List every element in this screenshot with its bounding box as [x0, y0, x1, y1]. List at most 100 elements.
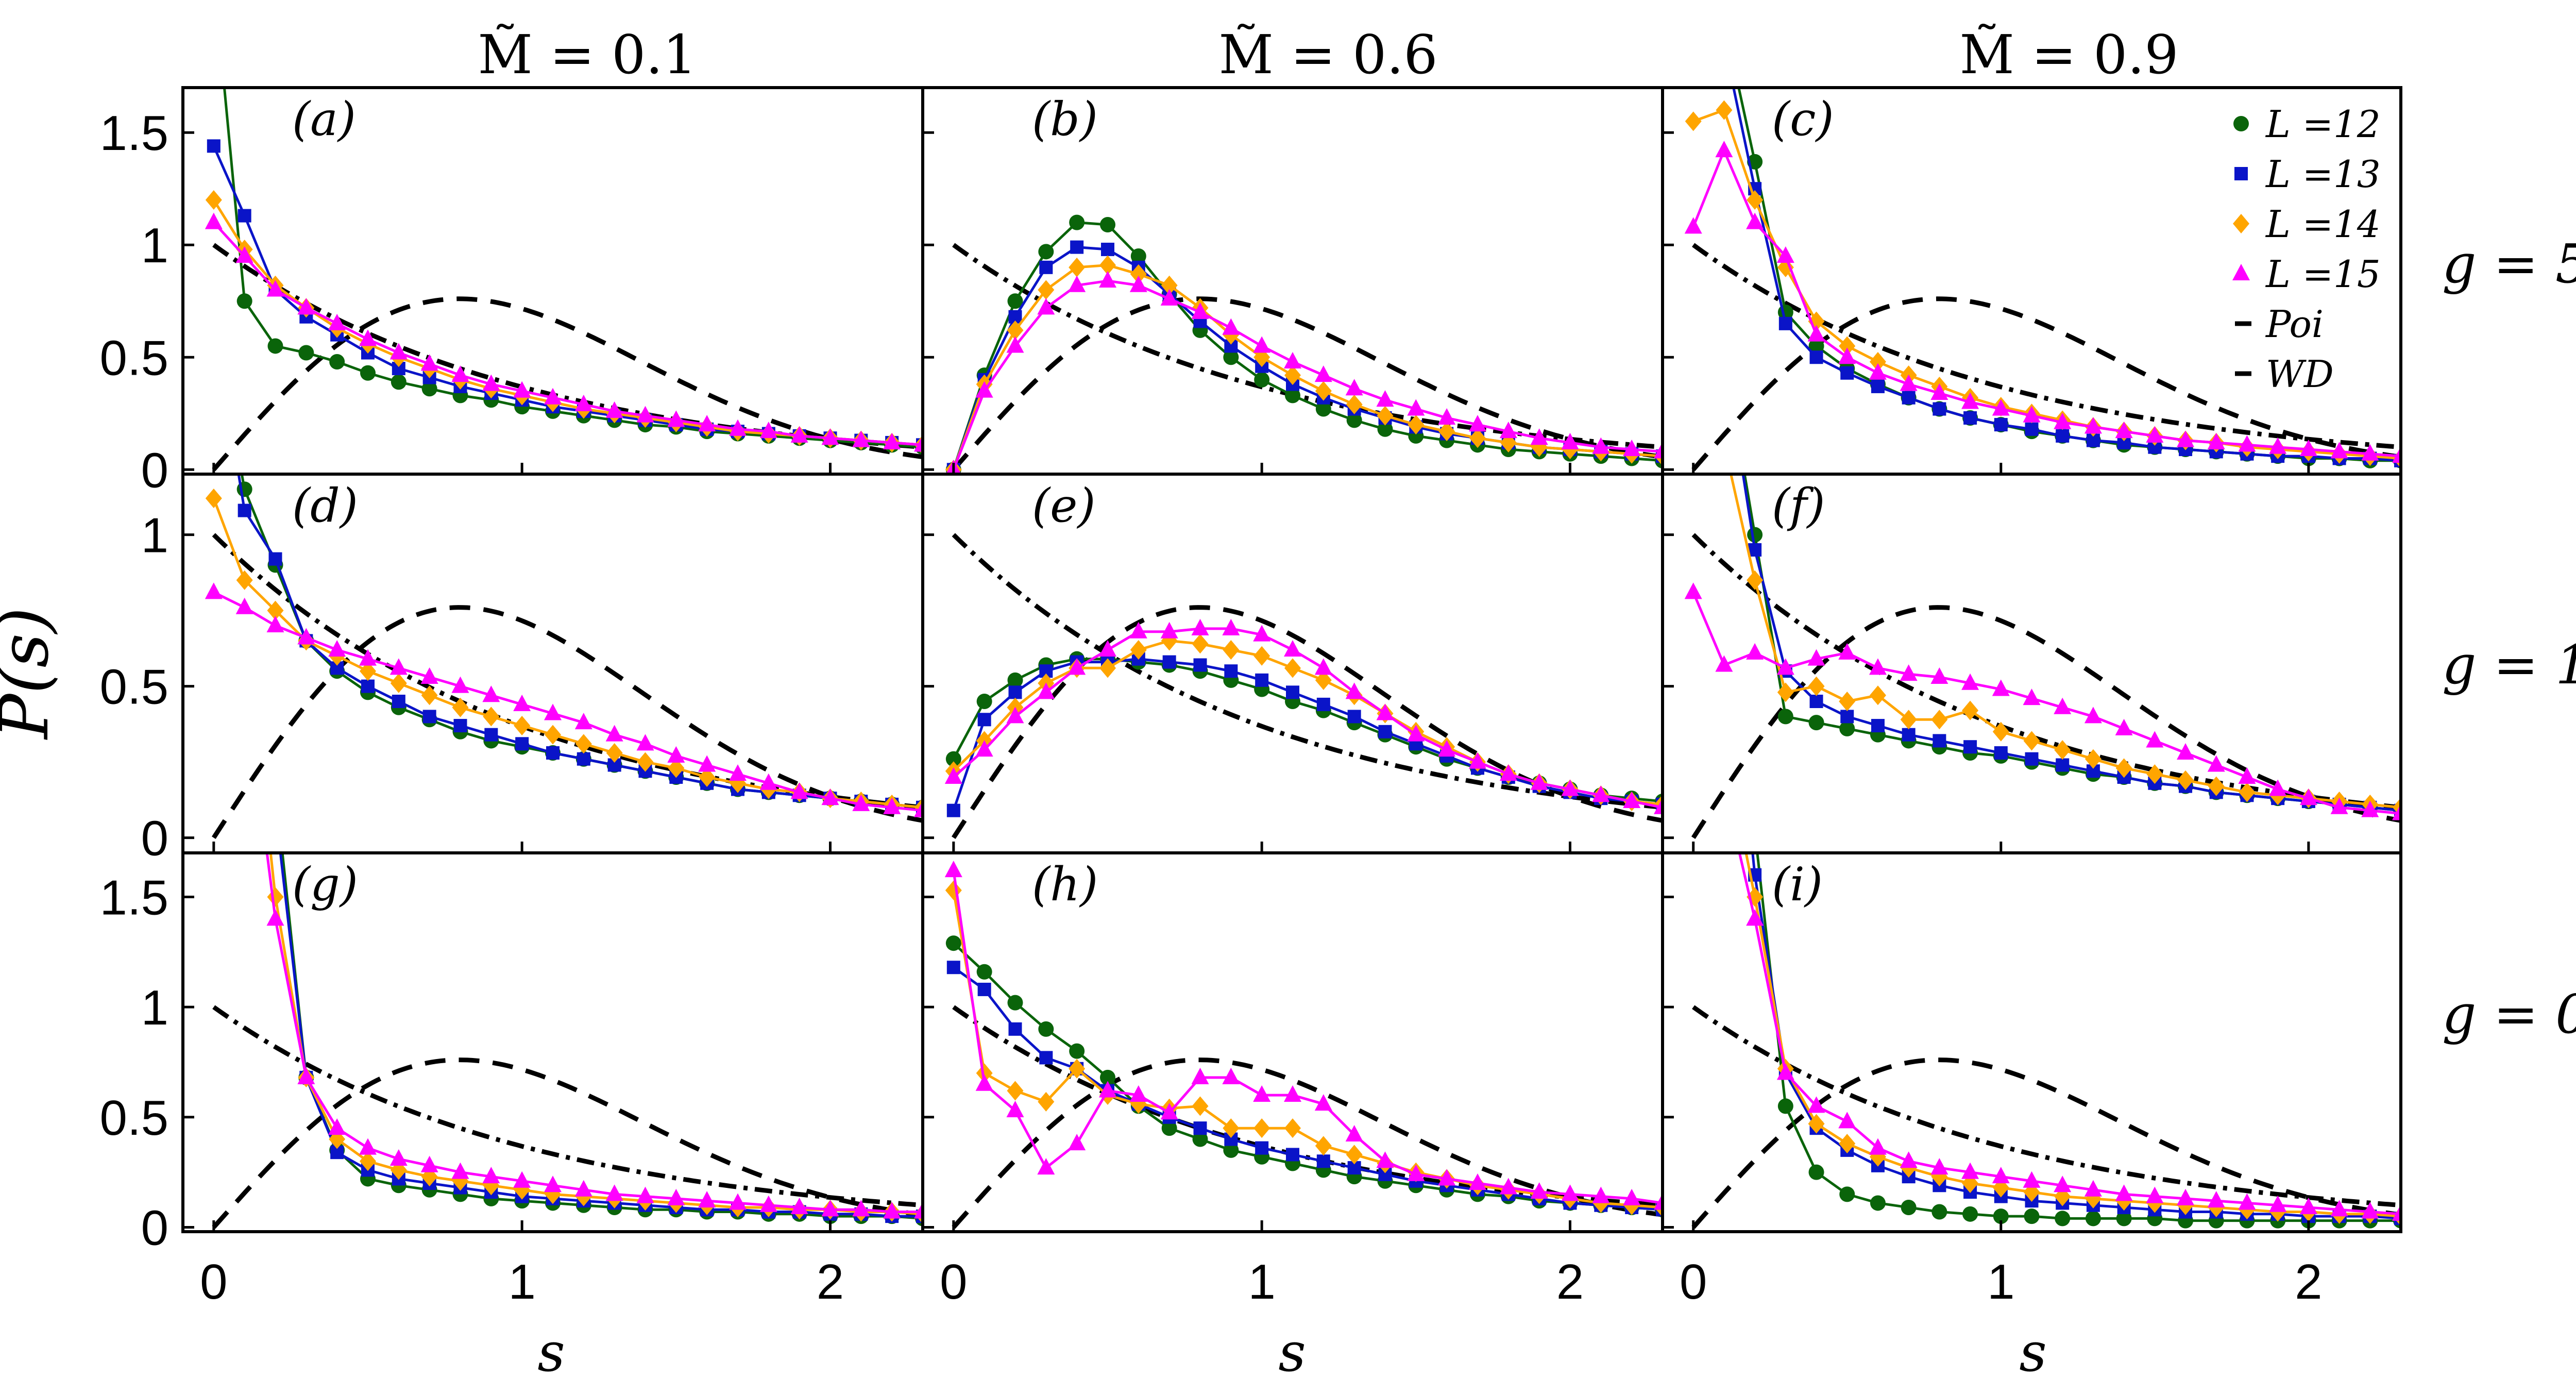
data-point	[575, 734, 592, 754]
data-point	[1253, 646, 1270, 666]
data-point	[1869, 685, 1886, 706]
data-point	[205, 582, 223, 599]
data-point	[1223, 1118, 1240, 1138]
legend-label: L =12	[2265, 103, 2381, 146]
data-point	[2023, 688, 2041, 706]
data-point	[976, 1063, 993, 1083]
data-point	[391, 374, 406, 390]
data-point	[1038, 1091, 1055, 1112]
data-point	[1592, 437, 1610, 454]
data-point	[1037, 1158, 1055, 1175]
data-point	[790, 1197, 808, 1214]
data-point	[574, 1180, 592, 1197]
data-point	[513, 1171, 531, 1188]
poisson-curve	[1691, 533, 2401, 810]
data-point	[266, 909, 284, 926]
data-point	[1069, 1043, 1085, 1059]
data-point	[238, 503, 251, 517]
data-point	[1255, 1141, 1269, 1155]
data-point	[482, 685, 500, 702]
data-point	[1006, 1100, 1024, 1117]
y-tick-label: 0.5	[100, 1090, 168, 1146]
data-point	[821, 788, 839, 805]
data-point	[1871, 719, 1885, 733]
data-point	[1746, 212, 1764, 229]
data-point	[1654, 797, 1663, 814]
data-point	[1963, 740, 1977, 754]
data-point	[2177, 1188, 2195, 1205]
data-point	[1900, 374, 1918, 391]
legend-label: WD	[2266, 352, 2334, 396]
data-point	[1839, 1134, 1856, 1154]
data-point	[1285, 388, 1300, 404]
data-point	[1224, 664, 1238, 678]
data-point	[1068, 1134, 1086, 1151]
data-point	[1900, 664, 1918, 681]
plot-area	[212, 853, 923, 1229]
data-point	[1160, 289, 1178, 306]
data-point	[297, 628, 315, 645]
data-point	[2023, 406, 2041, 423]
data-point	[514, 716, 531, 736]
panel-tag: (f)	[1772, 479, 1825, 533]
data-point	[1407, 725, 1425, 742]
data-point	[1992, 1167, 2010, 1184]
data-point	[2330, 442, 2348, 459]
data-point	[235, 597, 253, 614]
data-point	[1192, 634, 1209, 654]
data-point	[389, 1149, 408, 1166]
data-point	[2025, 752, 2039, 766]
series-L15	[944, 861, 1663, 1210]
data-point	[207, 139, 221, 153]
wigner-dyson-curve	[212, 296, 923, 472]
data-point	[2207, 1191, 2225, 1208]
data-point	[484, 728, 498, 742]
data-point	[1314, 1094, 1332, 1111]
data-point	[1994, 746, 2008, 760]
data-point	[1100, 216, 1115, 232]
data-point	[1776, 246, 1794, 263]
data-point	[1222, 318, 1240, 335]
data-point	[945, 935, 961, 951]
legend-label: L =14	[2265, 203, 2381, 246]
data-point	[1069, 1059, 1086, 1079]
data-point	[297, 1067, 315, 1084]
legend-entry: L =12	[2233, 103, 2381, 146]
legend-entry: L =15	[2232, 253, 2381, 296]
data-point	[1007, 293, 1023, 309]
data-point	[1623, 1188, 1641, 1205]
x-tick-label: 2	[817, 1254, 844, 1309]
data-point	[1038, 1021, 1054, 1037]
panel-e: (e)	[921, 473, 1664, 854]
plot-area	[205, 474, 923, 839]
data-point	[1316, 1154, 1330, 1168]
data-point	[1840, 366, 1854, 380]
data-point	[1347, 710, 1361, 724]
data-point	[1161, 275, 1178, 295]
x-tick-label: 0	[200, 1254, 227, 1309]
data-point	[359, 329, 377, 346]
data-point	[1902, 391, 1916, 405]
row-title-3: g = 0.1	[2442, 983, 2576, 1046]
series-L15	[1738, 853, 2401, 1221]
data-point	[976, 964, 992, 980]
panel-i: (i) 0 1 2	[1661, 851, 2402, 1309]
data-point	[946, 803, 960, 817]
data-point	[1838, 347, 1856, 364]
data-point	[2207, 432, 2225, 449]
panel-tag: (b)	[1032, 92, 1098, 146]
data-point	[2330, 1200, 2348, 1217]
data-point	[1902, 728, 1916, 742]
data-point	[2361, 1202, 2379, 1219]
x-tick-label: 1	[1248, 1254, 1275, 1309]
data-point	[1129, 622, 1147, 639]
data-point	[2115, 718, 2133, 735]
data-point	[729, 1193, 747, 1210]
data-point	[759, 422, 777, 439]
data-point	[667, 1188, 685, 1205]
data-point	[1407, 1164, 1425, 1181]
data-point	[821, 1200, 839, 1217]
data-point	[2207, 755, 2225, 772]
panel-h: (h) 0 1 2	[921, 851, 1664, 1309]
data-point	[1654, 1193, 1663, 1210]
